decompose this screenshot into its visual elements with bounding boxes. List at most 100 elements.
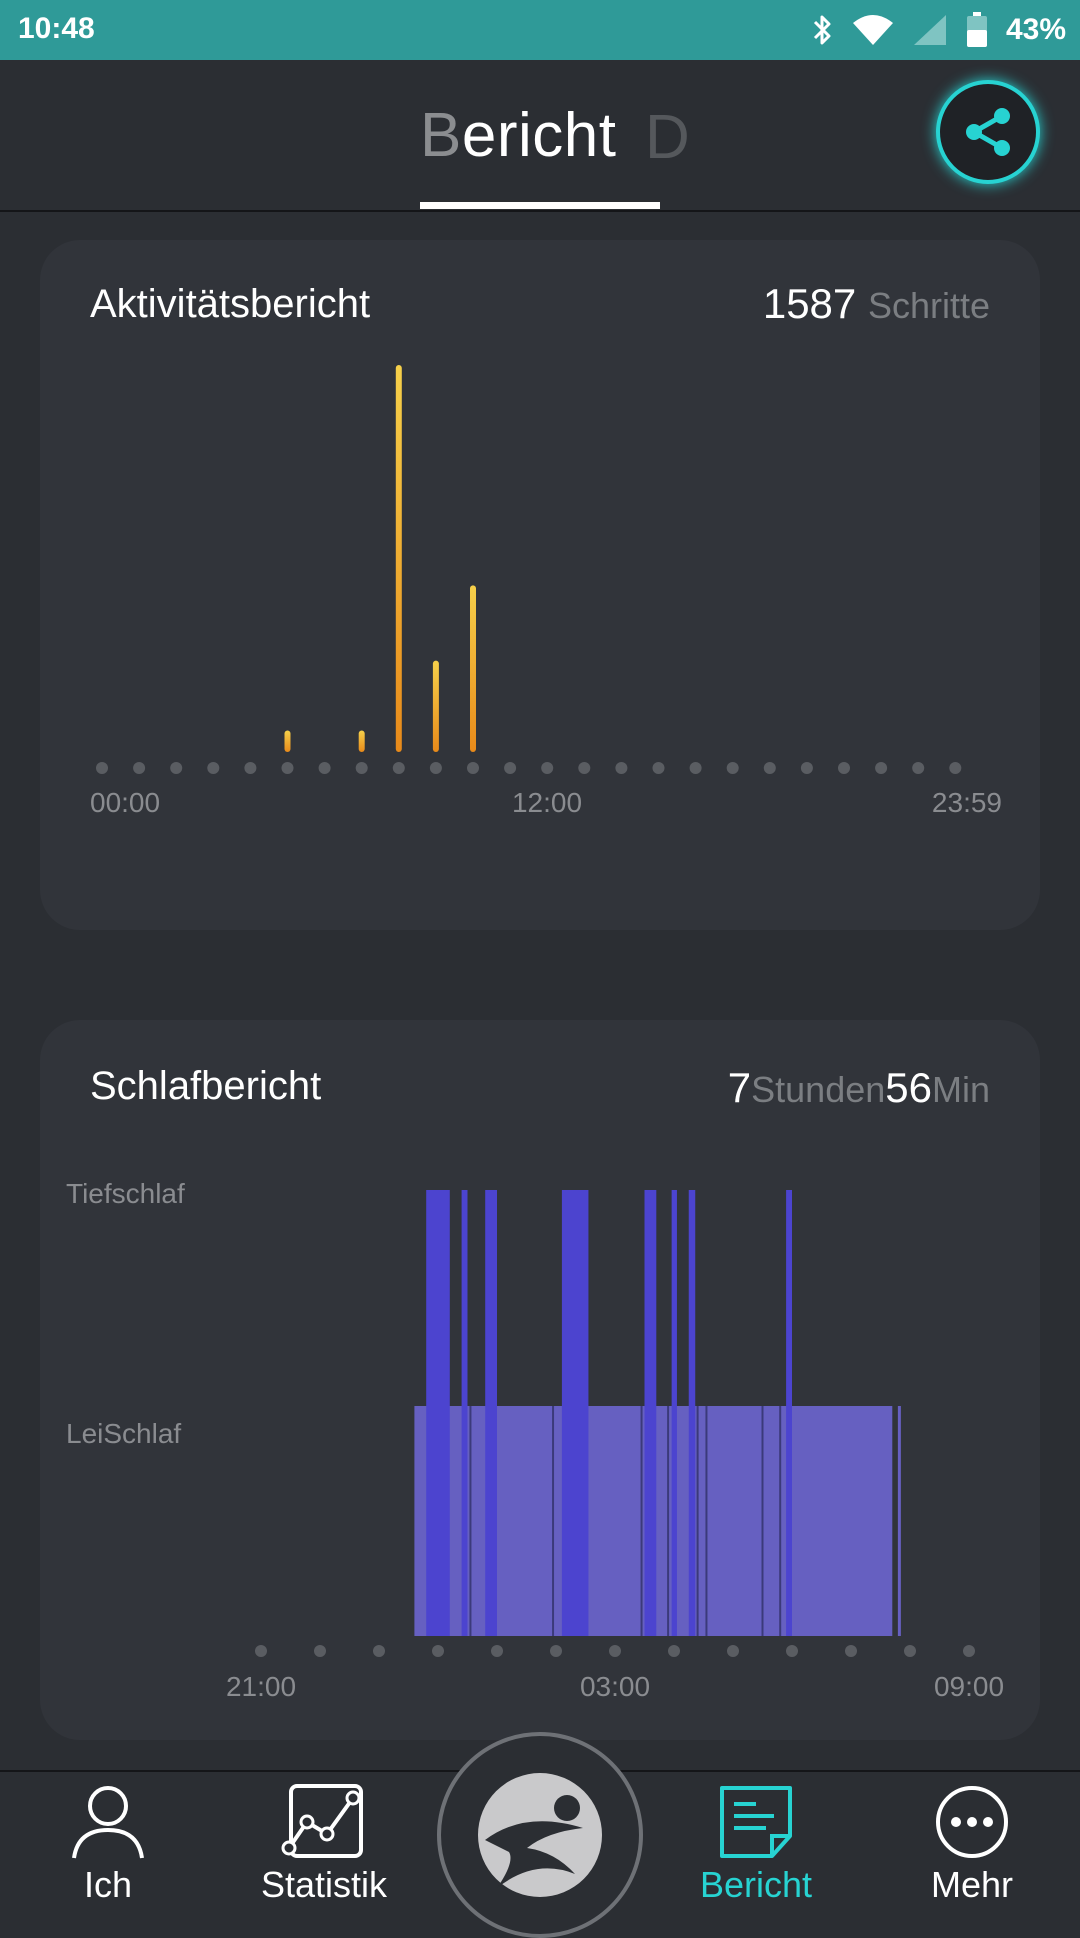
sleep-deep-segment (688, 1190, 696, 1636)
activity-axis-dot (875, 762, 888, 774)
sleep-axis-dot (668, 1645, 680, 1657)
activity-card[interactable]: Aktivitätsbericht 1587 Schritte 00:00 12:… (40, 240, 1040, 930)
share-icon (966, 108, 1010, 156)
activity-axis-dot (726, 762, 739, 774)
sleep-chart: 21:00 03:00 09:00 (226, 1190, 1004, 1702)
nav-label-mehr: Mehr (930, 1864, 1014, 1905)
activity-axis-dot (207, 762, 220, 774)
sleep-axis-dot (904, 1645, 916, 1657)
sleep-x-label: 03:00 (580, 1671, 650, 1702)
sleep-axis-dot (491, 1645, 503, 1657)
bluetooth-icon (813, 15, 831, 45)
sleep-deep-segment (561, 1190, 589, 1636)
sleep-axis-dot (609, 1645, 621, 1657)
activity-x-label: 00:00 (90, 787, 160, 818)
sleep-x-label: 21:00 (226, 1671, 296, 1702)
status-bar: 10:48 43% (0, 0, 1080, 60)
runner-logo-icon (478, 1773, 602, 1897)
activity-axis-dot (541, 762, 554, 774)
activity-axis-dot (96, 762, 108, 774)
signal-icon (913, 15, 946, 45)
activity-x-label: 12:00 (512, 787, 582, 818)
sleep-axis-dot (963, 1645, 975, 1657)
activity-axis-dot (763, 762, 776, 774)
activity-axis-dot (949, 762, 962, 774)
nav-label-ich: Ich (83, 1864, 133, 1905)
nav-item-statistik[interactable]: Statistik (224, 1772, 424, 1922)
sleep-axis-dot (373, 1645, 385, 1657)
sleep-axis-dot (432, 1645, 444, 1657)
share-button[interactable] (936, 80, 1040, 184)
nav-label-statistik: Statistik (260, 1864, 388, 1905)
person-icon (72, 1786, 144, 1859)
sleep-deep-segment (644, 1190, 657, 1636)
activity-bar (358, 730, 365, 752)
tab-report-faded-letter: B (420, 101, 462, 170)
tab-report-label: ericht (461, 101, 617, 170)
activity-axis-dot (170, 762, 183, 774)
sleep-duration: 7Stunden56Min (728, 1064, 990, 1112)
sleep-x-label: 09:00 (934, 1671, 1004, 1702)
status-time: 10:48 (18, 12, 95, 45)
wifi-icon (852, 15, 893, 45)
activity-axis-dot (504, 762, 517, 774)
header: Bericht D (0, 60, 1080, 212)
activity-axis-dot (912, 762, 925, 774)
activity-axis-dot (689, 762, 702, 774)
sleep-title: Schlafbericht (90, 1064, 322, 1108)
sleep-hours-unit: Stunden (751, 1069, 886, 1110)
sleep-deep-segment (485, 1190, 497, 1636)
activity-axis-dot (392, 762, 405, 774)
tab-active-underline (420, 202, 660, 209)
activity-axis-dot (318, 762, 331, 774)
center-action-button[interactable] (437, 1732, 643, 1938)
report-icon (720, 1786, 792, 1858)
nav-item-ich[interactable]: Ich (8, 1772, 208, 1922)
activity-axis-dot (355, 762, 368, 774)
battery-icon (966, 12, 987, 47)
activity-axis-dot (652, 762, 665, 774)
sleep-deep-segment (786, 1190, 792, 1636)
activity-axis-dot (838, 762, 850, 774)
sleep-axis-dot (727, 1645, 739, 1657)
activity-bar (432, 660, 439, 752)
steps-unit: Schritte (867, 285, 990, 326)
activity-axis-dot (467, 762, 479, 774)
activity-bar (470, 585, 476, 752)
sleep-deep-segment (461, 1190, 468, 1636)
sleep-deep-segment (426, 1190, 450, 1636)
activity-axis-dot (615, 762, 628, 774)
sleep-label-light: LeiSchlaf (66, 1418, 182, 1449)
nav-item-bericht[interactable]: Bericht (656, 1772, 856, 1922)
sleep-hours-value: 7 (727, 1064, 752, 1111)
nav-label-bericht: Bericht (699, 1864, 813, 1905)
sleep-min-unit: Min (931, 1069, 990, 1110)
activity-axis-dot (578, 762, 591, 774)
activity-x-label: 23:59 (932, 787, 1002, 818)
sleep-axis-dot (845, 1645, 857, 1657)
steps-value: 1587 (762, 280, 857, 327)
sleep-min-value: 56 (885, 1064, 932, 1111)
tab-report[interactable]: Bericht (420, 100, 616, 171)
nav-item-mehr[interactable]: Mehr (872, 1772, 1072, 1922)
activity-bar (395, 365, 402, 752)
activity-bar (284, 730, 291, 752)
more-icon (936, 1786, 1008, 1858)
activity-axis-dot (281, 762, 294, 774)
sleep-axis-dot (786, 1645, 798, 1657)
sleep-card[interactable]: Schlafbericht 7Stunden56Min Tiefschlaf L… (40, 1020, 1040, 1740)
activity-axis-dot (133, 762, 146, 774)
sleep-label-deep: Tiefschlaf (66, 1178, 185, 1209)
activity-chart: 00:00 12:00 23:59 (90, 365, 1002, 818)
activity-axis-dot (244, 762, 257, 774)
sleep-axis-dot (314, 1645, 326, 1657)
sleep-deep-segment (671, 1190, 677, 1636)
tab-next-partial[interactable]: D (645, 103, 690, 172)
chart-icon (281, 1784, 363, 1858)
sleep-axis-dot (550, 1645, 562, 1657)
battery-percent: 43% (1005, 13, 1066, 46)
activity-axis-dot (800, 762, 813, 774)
steps-summary: 1587 Schritte (763, 280, 990, 328)
activity-axis-dot (429, 762, 442, 774)
sleep-axis-dot (255, 1645, 267, 1657)
